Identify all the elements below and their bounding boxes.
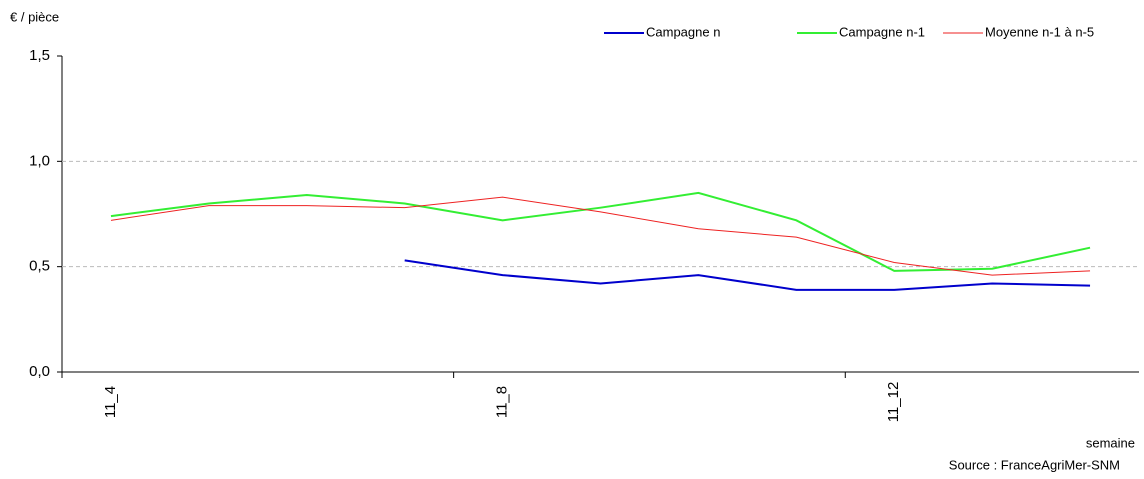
y-axis-label: € / pièce bbox=[10, 9, 59, 24]
series-line bbox=[110, 196, 1091, 276]
legend-label: Campagne n-1 bbox=[839, 24, 925, 39]
y-tick-label: 1,5 bbox=[29, 47, 50, 64]
y-tick-label: 0,5 bbox=[29, 258, 50, 275]
legend-label: Moyenne n-1 à n-5 bbox=[985, 24, 1094, 39]
x-tick-label: 11_4 bbox=[102, 386, 119, 418]
x-tick-label: 11_8 bbox=[494, 386, 511, 418]
series-line bbox=[110, 191, 1091, 272]
source: Source : FranceAgriMer-SNM bbox=[949, 457, 1120, 472]
series-line bbox=[404, 259, 1091, 291]
y-tick-label: 1,0 bbox=[29, 152, 50, 169]
y-tick-label: 0,0 bbox=[29, 363, 50, 380]
x-axis-label: semaine bbox=[1086, 435, 1135, 450]
legend-label: Campagne n bbox=[646, 24, 720, 39]
x-tick-label: 11_12 bbox=[885, 382, 902, 423]
